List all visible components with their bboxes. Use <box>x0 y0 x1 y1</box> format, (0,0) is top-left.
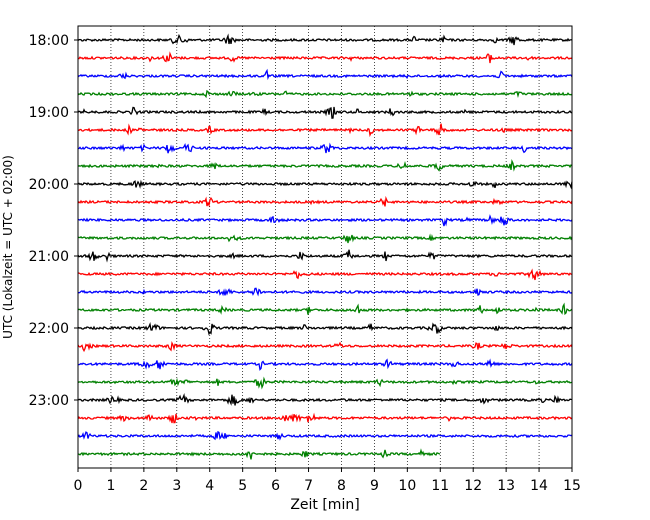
trace-1845 <box>77 89 573 99</box>
trace-2115 <box>77 268 573 281</box>
trace-1930 <box>77 142 573 154</box>
x-tick-label-4: 4 <box>205 478 214 494</box>
x-tick-label-11: 11 <box>431 478 449 494</box>
trace-2300 <box>77 393 573 406</box>
trace-2245 <box>77 376 573 390</box>
x-tick-label-12: 12 <box>464 478 482 494</box>
trace-2330 <box>77 430 573 441</box>
x-tick-label-14: 14 <box>530 478 548 494</box>
x-tick-label-1: 1 <box>106 478 115 494</box>
trace-2230 <box>77 358 573 371</box>
x-tick-label-5: 5 <box>238 478 247 494</box>
x-axis-ticks: 0 1 2 3 4 5 6 7 8 9 10 11 12 13 14 15 <box>74 468 581 494</box>
trace-1815 <box>77 51 573 64</box>
trace-2215 <box>77 341 573 353</box>
plot-frame <box>77 25 573 469</box>
trace-1915 <box>77 123 573 138</box>
y-tick-label-1: 19:00 <box>29 105 69 121</box>
x-tick-label-0: 0 <box>74 478 83 494</box>
trace-2200 <box>77 322 573 336</box>
x-tick-label-10: 10 <box>398 478 416 494</box>
y-axis-ticks: 18:00 19:00 20:00 21:00 22:00 23:00 <box>29 33 78 409</box>
x-tick-label-3: 3 <box>172 478 181 494</box>
y-tick-label-5: 23:00 <box>29 393 69 409</box>
y-tick-label-0: 18:00 <box>29 33 69 49</box>
x-axis-label: Zeit [min] <box>290 497 359 513</box>
trace-group <box>77 33 573 460</box>
y-tick-label-2: 20:00 <box>29 177 69 193</box>
trace-1830 <box>77 68 573 81</box>
x-tick-label-15: 15 <box>563 478 581 494</box>
trace-2000 <box>77 179 573 190</box>
trace-1900 <box>77 106 573 119</box>
trace-2030 <box>77 214 573 227</box>
y-tick-label-3: 21:00 <box>29 249 69 265</box>
trace-2015 <box>77 195 573 208</box>
trace-1800 <box>77 33 573 46</box>
trace-2345 <box>77 448 441 460</box>
x-tick-label-13: 13 <box>497 478 515 494</box>
trace-2145 <box>77 302 573 316</box>
x-tick-label-7: 7 <box>304 478 313 494</box>
trace-2045 <box>77 233 573 244</box>
x-tick-label-6: 6 <box>271 478 280 494</box>
y-tick-label-4: 22:00 <box>29 321 69 337</box>
x-tick-label-9: 9 <box>370 478 379 494</box>
trace-2100 <box>77 249 573 263</box>
trace-1945 <box>77 159 573 172</box>
x-tick-label-2: 2 <box>139 478 148 494</box>
trace-2130 <box>77 287 573 297</box>
vertical-grid <box>110 26 540 468</box>
y-axis-label: UTC (Lokalzeit = UTC + 02:00) <box>1 155 15 339</box>
trace-2315 <box>77 412 573 424</box>
x-tick-label-8: 8 <box>337 478 346 494</box>
